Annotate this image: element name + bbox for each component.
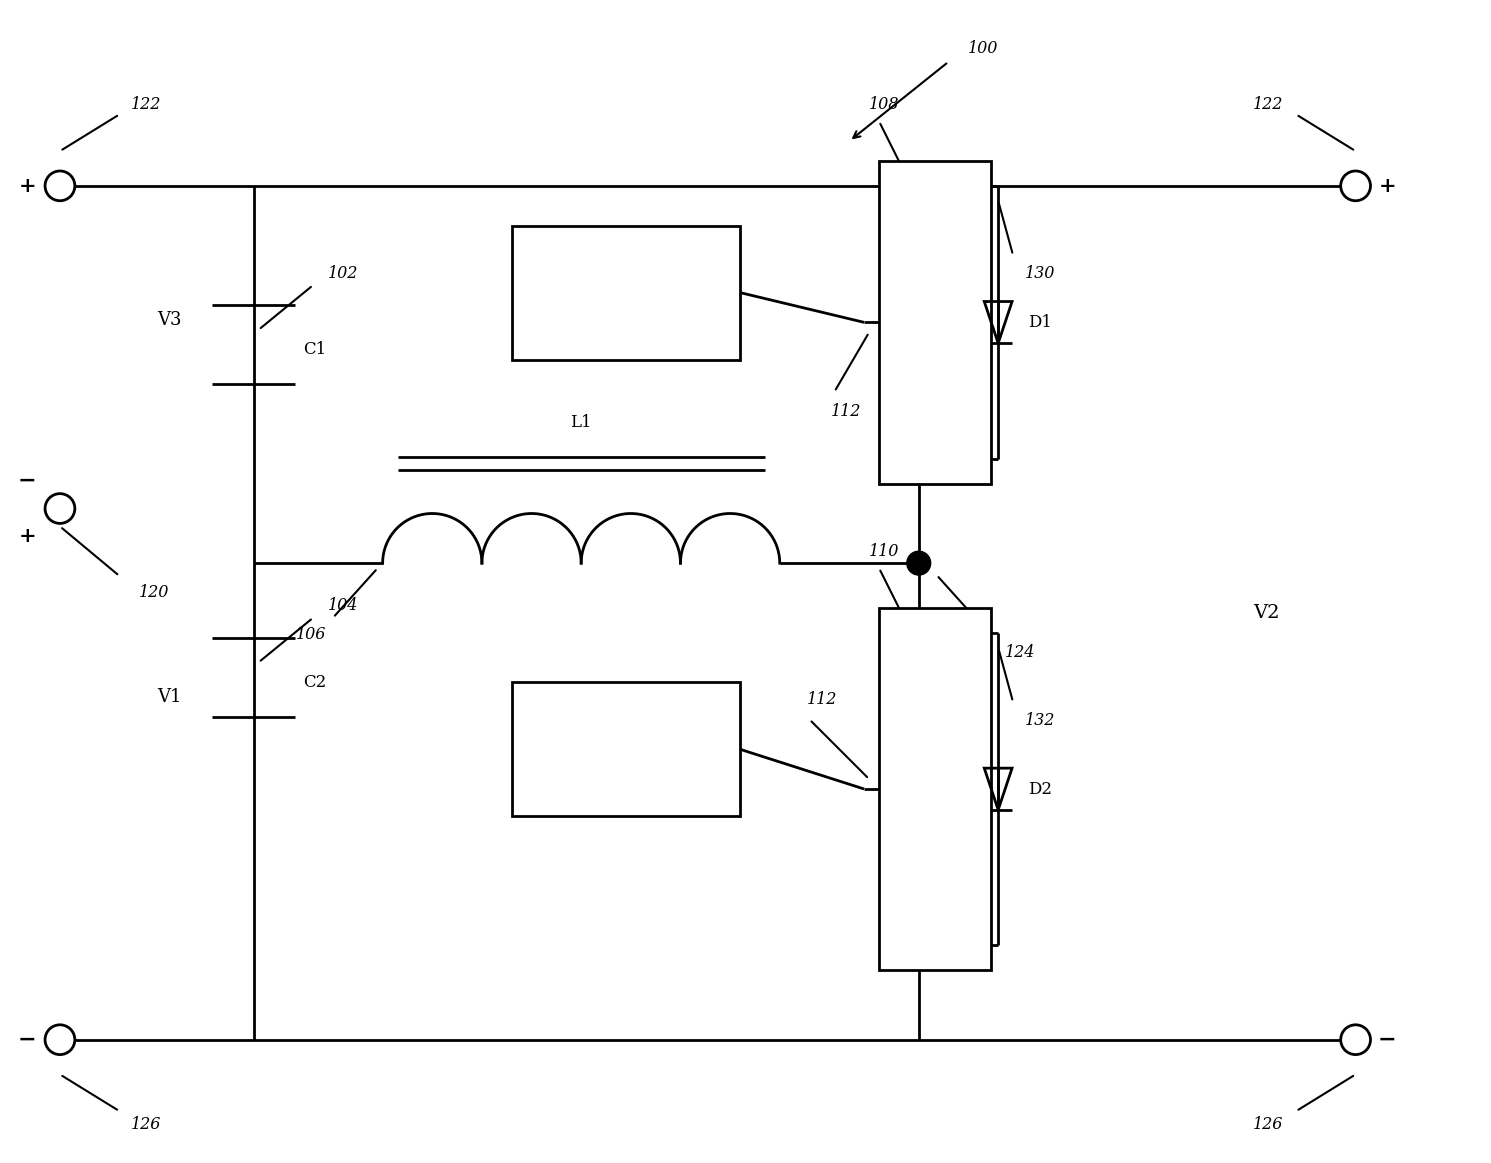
Bar	[511, 226, 740, 359]
Circle shape	[45, 493, 75, 523]
Text: 126: 126	[1252, 1115, 1284, 1133]
Text: S2: S2	[962, 780, 984, 798]
Text: V2: V2	[1252, 604, 1279, 622]
Text: 102: 102	[328, 265, 358, 281]
Text: 132: 132	[1024, 712, 1056, 728]
Text: V3: V3	[157, 311, 182, 329]
Text: +: +	[18, 527, 36, 547]
Text: 122: 122	[131, 95, 161, 113]
Text: D2: D2	[1027, 780, 1051, 798]
Text: 130: 130	[1024, 265, 1056, 281]
Text: CONTROL: CONTROL	[583, 725, 669, 739]
Text: UNIT: UNIT	[604, 307, 649, 321]
Bar	[880, 608, 992, 970]
Text: V1: V1	[157, 688, 182, 706]
Circle shape	[907, 551, 930, 575]
Text: 106: 106	[295, 626, 327, 643]
Text: 122: 122	[1252, 95, 1284, 113]
Text: 112: 112	[830, 404, 862, 420]
Text: S1: S1	[962, 314, 984, 330]
Text: 120: 120	[139, 585, 170, 601]
Bar	[880, 160, 992, 484]
Circle shape	[1340, 1025, 1370, 1055]
Text: 124: 124	[1005, 644, 1035, 661]
Bar	[511, 683, 740, 816]
Text: C2: C2	[304, 673, 327, 691]
Text: −: −	[18, 1029, 36, 1050]
Text: 100: 100	[968, 41, 999, 57]
Text: UNIT: UNIT	[604, 764, 649, 778]
Text: C1: C1	[304, 341, 327, 358]
Text: 126: 126	[131, 1115, 161, 1133]
Text: 110: 110	[869, 543, 899, 559]
Text: D1: D1	[1027, 314, 1051, 330]
Circle shape	[1340, 171, 1370, 201]
Circle shape	[45, 1025, 75, 1055]
Text: 104: 104	[328, 598, 358, 614]
Text: −: −	[1378, 1029, 1397, 1050]
Text: −: −	[18, 470, 36, 492]
Text: L1: L1	[571, 414, 592, 430]
Text: 112: 112	[807, 691, 838, 708]
Text: 108: 108	[869, 95, 899, 113]
Text: +: +	[18, 176, 36, 195]
Text: CONTROL: CONTROL	[583, 267, 669, 281]
Circle shape	[45, 171, 75, 201]
Text: +: +	[1379, 176, 1396, 195]
